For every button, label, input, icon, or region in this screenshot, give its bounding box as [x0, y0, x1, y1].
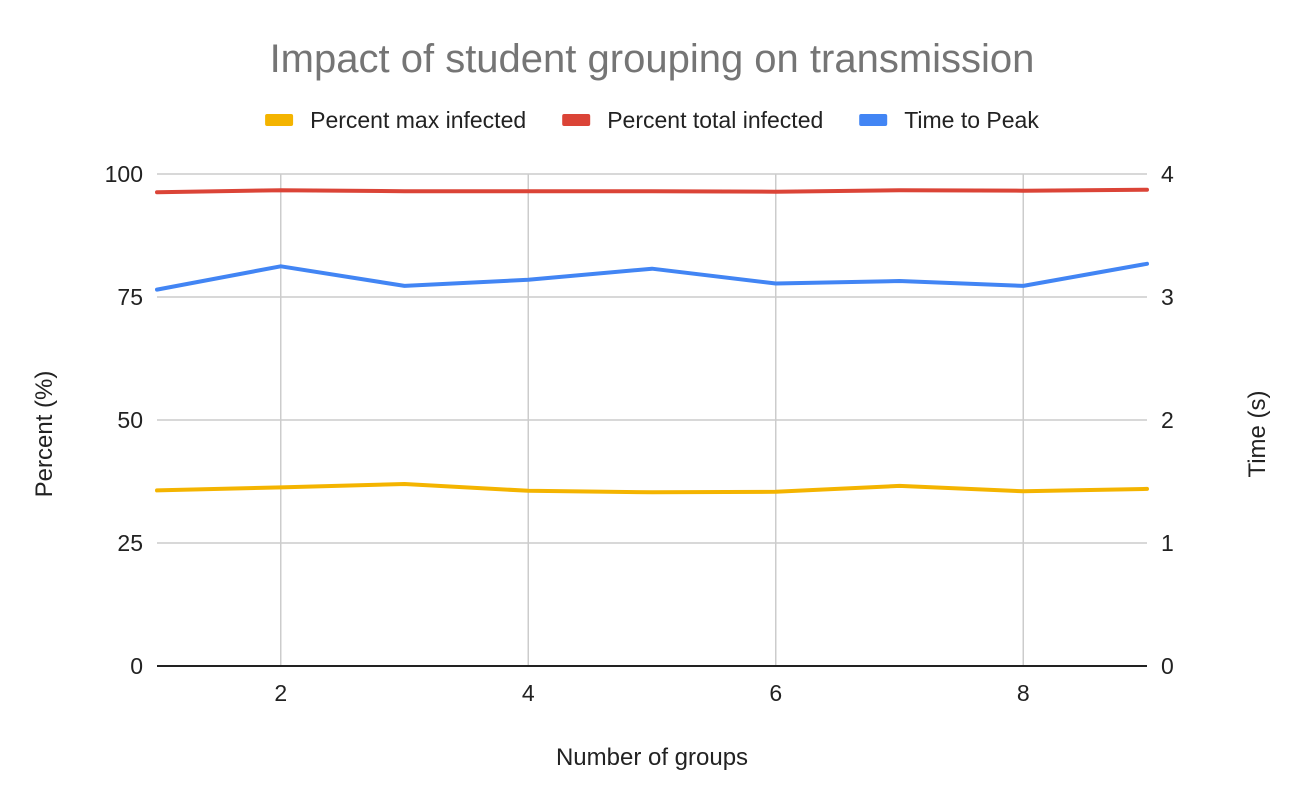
series-line-time-to-peak [155, 261, 1149, 292]
y2-tick-label: 0 [1161, 653, 1174, 679]
y-axis-label: Percent (%) [31, 371, 58, 498]
legend-label: Percent total infected [607, 107, 823, 133]
x-axis-label: Number of groups [556, 744, 748, 771]
grid [157, 173, 1147, 666]
y2-axis-label: Time (s) [1244, 390, 1271, 477]
x-tick-label: 2 [274, 680, 287, 706]
series-line-percent-total-infected [155, 187, 1149, 195]
legend-item: Time to Peak [859, 107, 1039, 133]
y2-tick-label: 1 [1161, 530, 1174, 556]
x-tick-label: 4 [522, 680, 535, 706]
legend: Percent max infected Percent total infect… [265, 107, 1039, 133]
legend-swatch [562, 114, 591, 126]
series-lines [155, 187, 1149, 495]
chart-title: Impact of student grouping on transmissi… [270, 37, 1035, 81]
axes: 0 25 50 75 100 0 1 2 3 4 2 4 6 8 [105, 161, 1174, 706]
legend-item: Percent total infected [562, 107, 823, 133]
y-tick-label: 0 [130, 653, 143, 679]
y2-tick-label: 3 [1161, 284, 1174, 310]
legend-label: Percent max infected [310, 107, 526, 133]
legend-item: Percent max infected [265, 107, 526, 133]
x-tick-label: 8 [1017, 680, 1030, 706]
y-tick-label: 25 [117, 530, 143, 556]
legend-swatch [265, 114, 294, 126]
y-tick-label: 50 [117, 407, 143, 433]
y2-tick-label: 4 [1161, 161, 1174, 187]
y-tick-label: 100 [105, 161, 143, 187]
series-line-percent-max-infected [155, 482, 1149, 495]
legend-swatch [859, 114, 888, 126]
legend-label: Time to Peak [904, 107, 1039, 133]
y-tick-label: 75 [117, 284, 143, 310]
x-tick-label: 6 [769, 680, 782, 706]
y2-tick-label: 2 [1161, 407, 1174, 433]
